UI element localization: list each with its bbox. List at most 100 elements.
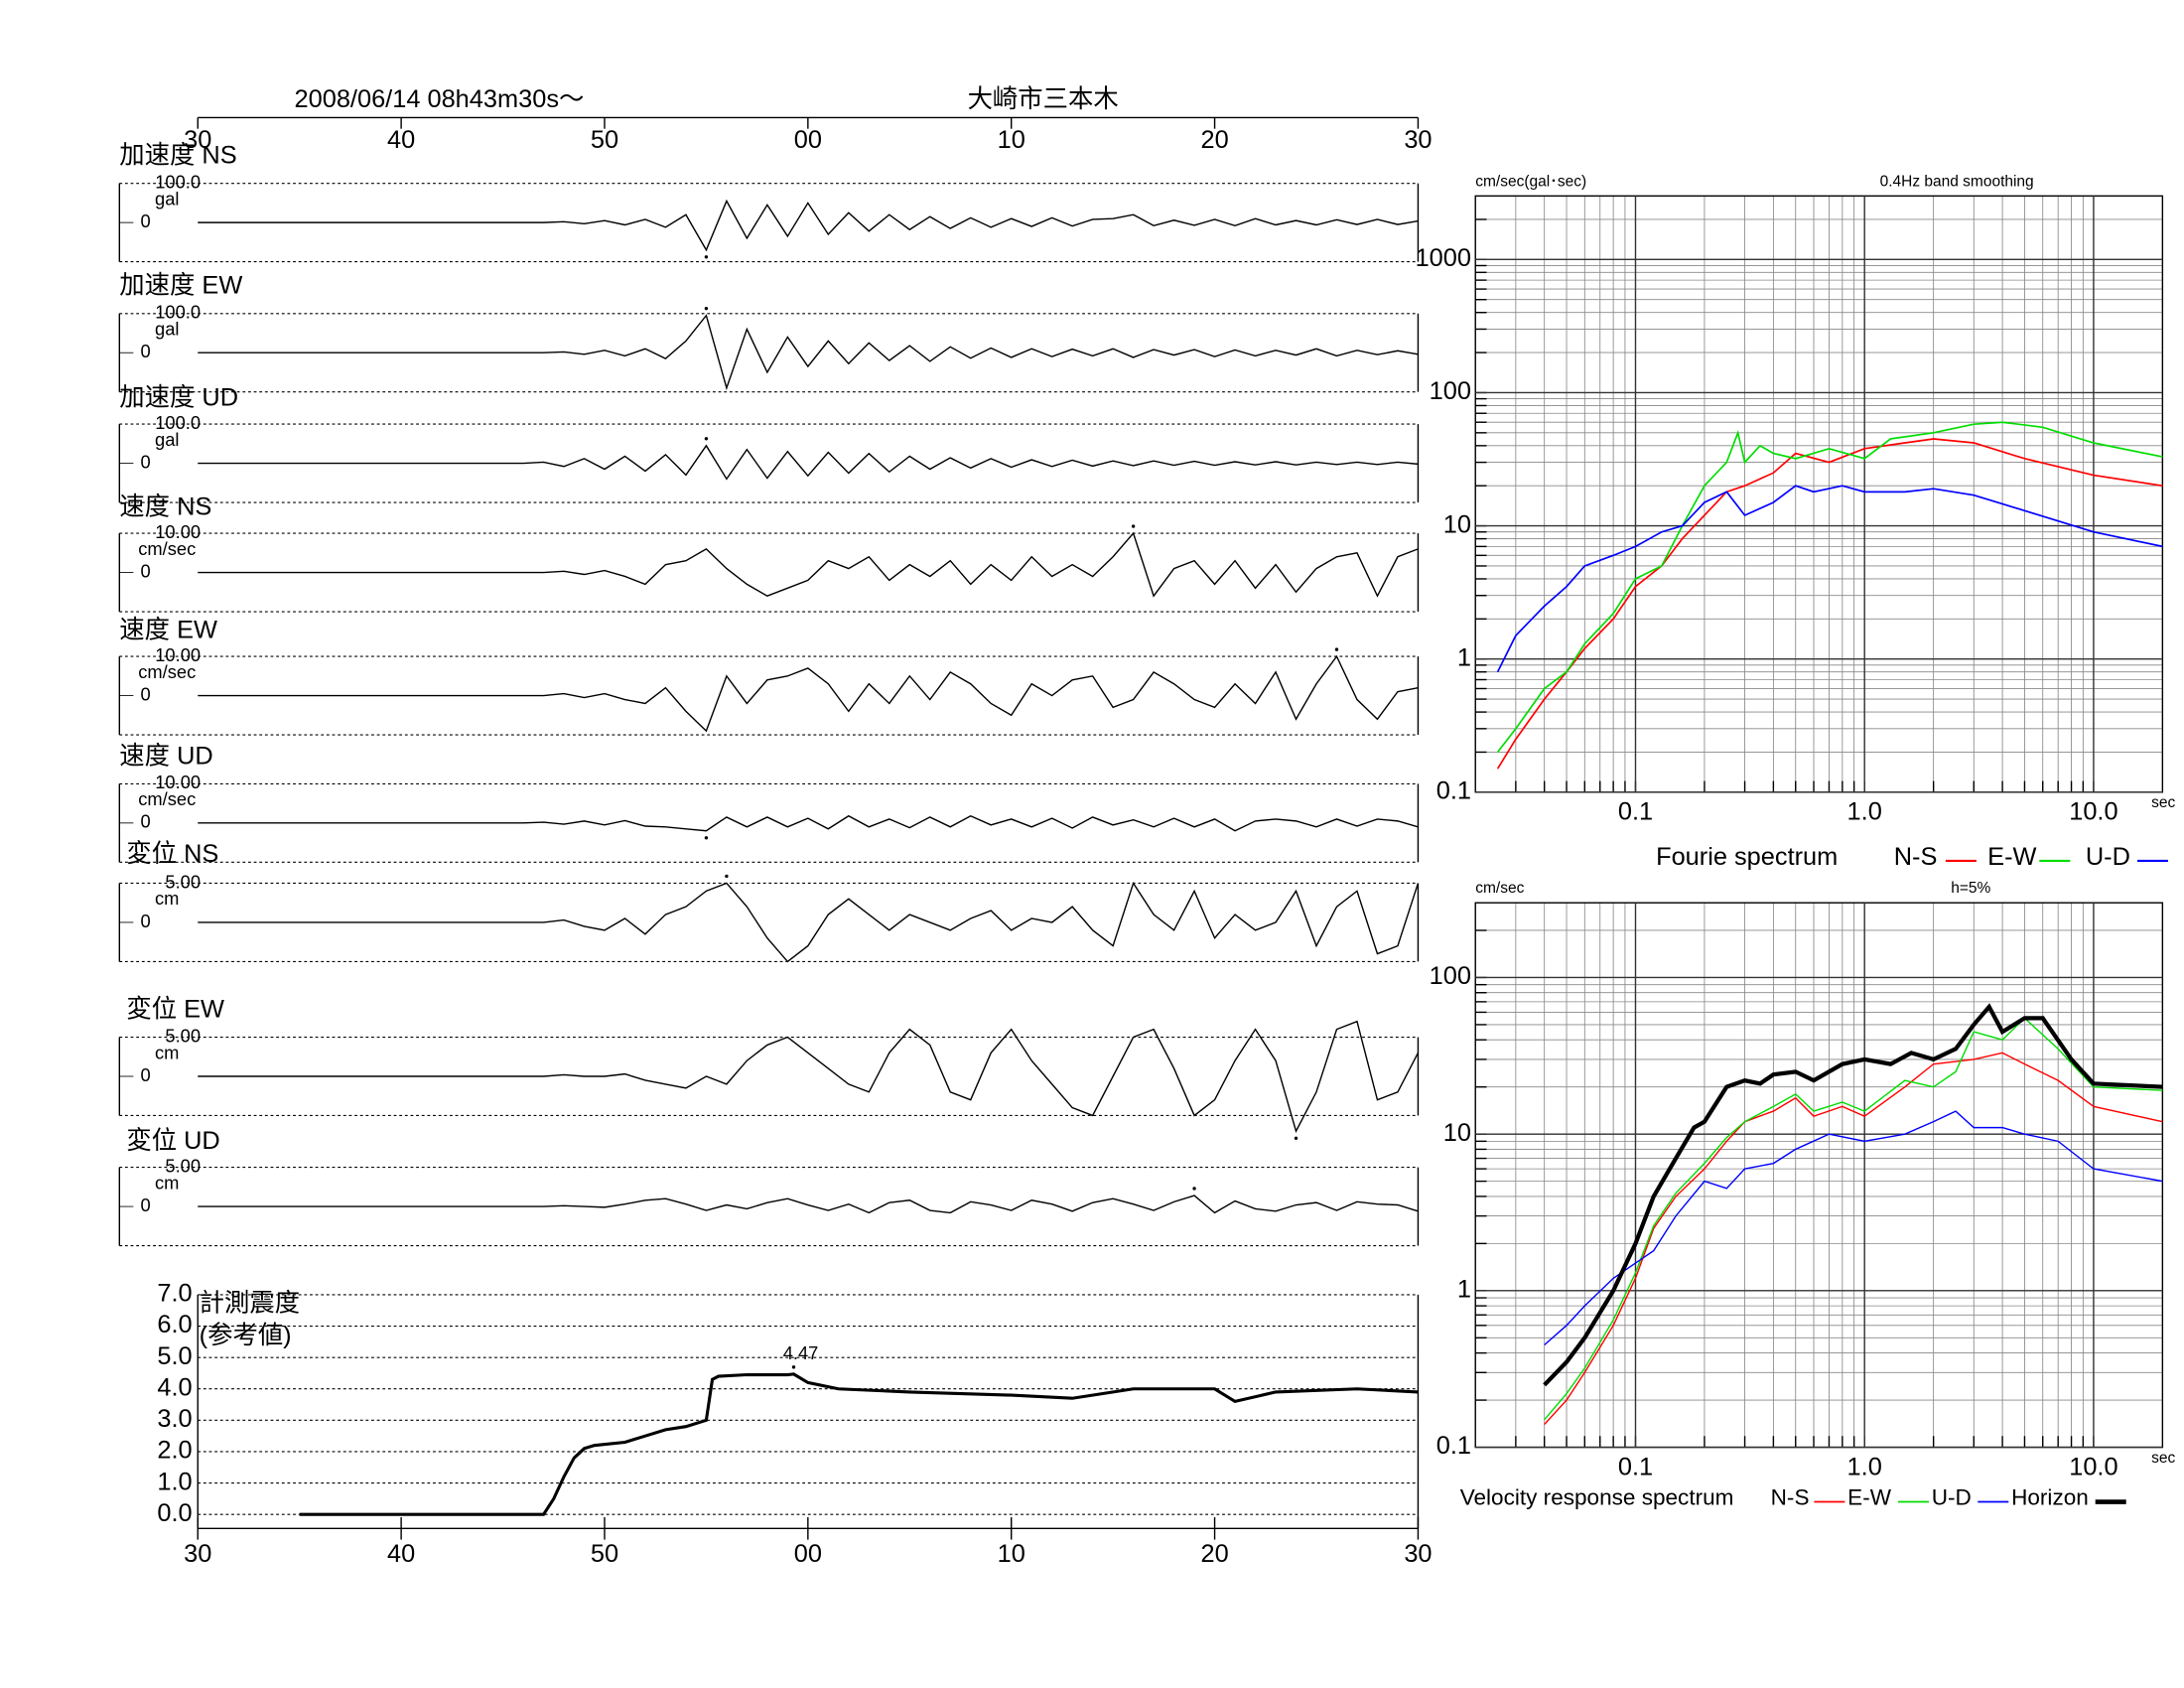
- waveform-trace: [198, 531, 1419, 598]
- waveform-trace: [198, 814, 1419, 832]
- y-zero-label: 0: [140, 911, 150, 931]
- legend-label: N-S: [1771, 1485, 1810, 1510]
- waveform-trace: [198, 199, 1419, 252]
- y-tick-label: 10: [1443, 1119, 1471, 1147]
- y-zero-label: 0: [140, 1064, 150, 1085]
- x-tick-label: 0.1: [1618, 798, 1653, 826]
- y-tick-label: 1000: [1416, 244, 1471, 272]
- x-tick-label: 40: [387, 1540, 415, 1568]
- y-scale-label: 100.0: [155, 412, 201, 433]
- waveform-trace: [198, 444, 1419, 481]
- note: 0.4Hz band smoothing: [1880, 173, 2034, 190]
- y-tick-label: 1: [1457, 643, 1471, 671]
- spectrum-line: [1496, 421, 2163, 753]
- y-unit-label: cm/sec: [1475, 880, 1524, 897]
- y-scale-label: 100.0: [155, 302, 201, 323]
- y-tick-label: 5.0: [157, 1342, 192, 1370]
- x-tick-label: 30: [184, 1540, 211, 1568]
- legend-label: U-D: [2086, 843, 2130, 871]
- x-tick-label: 1.0: [1847, 1453, 1882, 1480]
- trace-label: 加速度 UD: [119, 383, 238, 411]
- peak-dot: [1294, 1136, 1298, 1140]
- trace-label: 変位 NS: [126, 840, 218, 868]
- unit-label: gal: [155, 319, 179, 340]
- peak-dot: [1192, 1187, 1196, 1191]
- y-tick-label: 1: [1457, 1276, 1471, 1304]
- y-tick-label: 4.0: [157, 1373, 192, 1401]
- peak-dot: [725, 874, 729, 879]
- trace-label: 変位 UD: [126, 1127, 219, 1155]
- unit-label: cm/sec: [138, 661, 196, 682]
- unit-label: gal: [155, 429, 179, 450]
- y-scale-label: 10.00: [155, 644, 201, 665]
- legend-label: N-S: [1894, 843, 1938, 871]
- unit-label: cm/sec: [138, 538, 196, 559]
- y-scale-label: 5.00: [165, 1025, 201, 1046]
- legend-label: Horizon: [2011, 1485, 2089, 1510]
- spectrum-line: [1496, 485, 2163, 673]
- waveform-trace: [198, 314, 1419, 391]
- peak-dot: [1334, 647, 1339, 651]
- y-tick-label: 100: [1430, 377, 1471, 405]
- trace-label: 変位 EW: [126, 995, 224, 1023]
- x-tick-label: 1.0: [1847, 798, 1882, 826]
- x-tick-label: 0.1: [1618, 1453, 1653, 1480]
- trace-label: 加速度 EW: [119, 272, 242, 300]
- y-zero-label: 0: [140, 1195, 150, 1215]
- waveform-trace: [198, 1195, 1419, 1214]
- x-tick-label: 30: [184, 126, 211, 154]
- unit-label: cm: [155, 1172, 179, 1193]
- y-tick-label: 0.0: [157, 1499, 192, 1527]
- spectrum-line: [1543, 1003, 2163, 1387]
- y-tick-label: 100: [1430, 962, 1471, 990]
- y-tick-label: 0.1: [1436, 777, 1471, 805]
- y-tick-label: 10: [1443, 510, 1471, 538]
- y-tick-label: 2.0: [157, 1437, 192, 1465]
- legend-title: Velocity response spectrum: [1460, 1485, 1734, 1510]
- x-tick-label: 00: [794, 1540, 822, 1568]
- station-name: 大崎市三本木: [968, 85, 1119, 113]
- y-tick-label: 0.1: [1436, 1432, 1471, 1460]
- waveform-trace: [198, 881, 1420, 963]
- y-scale-label: 100.0: [155, 172, 201, 193]
- trace-label: 加速度 NS: [119, 142, 236, 170]
- x-tick-label: 30: [1404, 1540, 1432, 1568]
- peak-label: 4.47: [783, 1342, 819, 1363]
- x-tick-label: 50: [591, 126, 618, 154]
- y-zero-label: 0: [140, 683, 150, 704]
- y-zero-label: 0: [140, 211, 150, 231]
- legend-label: U-D: [1932, 1485, 1972, 1510]
- peak-dot: [791, 1365, 796, 1369]
- legend-label: E-W: [1987, 843, 2036, 871]
- x-tick-label: 40: [387, 126, 415, 154]
- x-unit-label: sec: [2151, 1450, 2175, 1467]
- x-tick-label: 00: [794, 126, 822, 154]
- y-unit-label: cm/sec(gal･sec): [1475, 173, 1586, 190]
- legend-label: E-W: [1847, 1485, 1892, 1510]
- unit-label: cm: [155, 888, 179, 909]
- y-scale-label: 10.00: [155, 772, 201, 792]
- y-zero-label: 0: [140, 560, 150, 581]
- y-scale-label: 5.00: [165, 871, 201, 892]
- x-tick-label: 20: [1200, 126, 1228, 154]
- trace-label: 速度 UD: [119, 742, 212, 770]
- x-tick-label: 20: [1200, 1540, 1228, 1568]
- x-tick-label: 10.0: [2069, 798, 2117, 826]
- spectrum-line: [1544, 1052, 2163, 1425]
- peak-dot: [704, 255, 709, 259]
- waveform-trace: [198, 654, 1419, 733]
- trace-label: 速度 EW: [119, 616, 217, 643]
- peak-dot: [704, 836, 709, 840]
- x-tick-label: 10: [998, 126, 1025, 154]
- y-tick-label: 6.0: [157, 1311, 192, 1338]
- unit-label: cm: [155, 1042, 179, 1062]
- note: h=5%: [1951, 880, 1990, 897]
- unit-label: cm/sec: [138, 788, 196, 809]
- trace-label: 速度 NS: [119, 492, 211, 520]
- y-zero-label: 0: [140, 341, 150, 361]
- y-tick-label: 1.0: [157, 1468, 192, 1495]
- y-tick-label: 7.0: [157, 1280, 192, 1308]
- legend-title: Fourie spectrum: [1656, 843, 1838, 871]
